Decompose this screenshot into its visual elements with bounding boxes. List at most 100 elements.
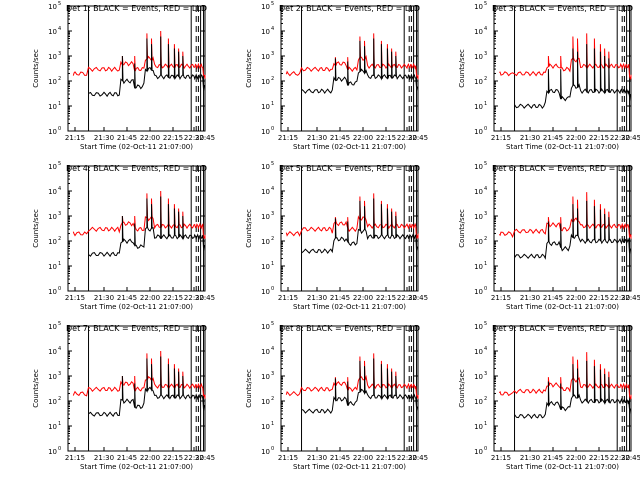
x-tick-label: 22:45 xyxy=(408,454,428,462)
y-tick-exponent: 5 xyxy=(484,321,487,327)
y-tick-label: 10 xyxy=(474,323,483,331)
y-tick-exponent: 2 xyxy=(484,396,487,402)
series-black-tail xyxy=(629,408,632,415)
series-red-line xyxy=(72,350,206,399)
axes-frame xyxy=(67,5,206,132)
x-tick-label: 22:45 xyxy=(195,454,215,462)
y-tick-label: 10 xyxy=(474,163,483,171)
x-tick-label: 22:15 xyxy=(163,134,183,142)
y-tick-label: 10 xyxy=(474,373,483,381)
series-black-line xyxy=(88,36,204,98)
y-tick-label: 10 xyxy=(48,103,57,111)
y-tick-label: 10 xyxy=(48,53,57,61)
y-tick-label: 10 xyxy=(474,3,483,11)
y-axis-label: Counts/sec xyxy=(245,49,253,88)
x-tick-label: 22:00 xyxy=(353,134,373,142)
y-tick-label: 10 xyxy=(261,398,270,406)
x-tick-label: 21:30 xyxy=(307,134,327,142)
y-tick-exponent: 3 xyxy=(484,211,487,217)
x-tick-label: 21:45 xyxy=(330,454,350,462)
x-tick-label: 22:00 xyxy=(353,294,373,302)
x-tick-label: 22:30 xyxy=(184,294,204,302)
y-tick-label: 10 xyxy=(261,28,270,36)
y-tick-label: 10 xyxy=(474,288,483,296)
y-tick-label: 10 xyxy=(48,398,57,406)
y-tick-label: 10 xyxy=(261,348,270,356)
y-tick-label: 10 xyxy=(261,263,270,271)
series-black-tail xyxy=(629,248,632,255)
y-axis-label: Counts/sec xyxy=(245,369,253,408)
x-tick-label: 22:00 xyxy=(566,134,586,142)
series-black-tail xyxy=(203,84,206,91)
series-black-line xyxy=(301,198,417,255)
y-tick-label: 10 xyxy=(48,78,57,86)
y-tick-exponent: 2 xyxy=(484,76,487,82)
x-tick-label: 22:45 xyxy=(195,134,215,142)
y-tick-exponent: 5 xyxy=(58,321,61,327)
y-axis-label: Counts/sec xyxy=(245,209,253,248)
y-tick-exponent: 5 xyxy=(58,161,61,167)
x-tick-label: 21:45 xyxy=(117,454,137,462)
x-tick-label: 22:45 xyxy=(408,294,428,302)
y-axis-label: Counts/sec xyxy=(32,49,40,88)
y-tick-label: 10 xyxy=(261,423,270,431)
x-tick-label: 22:00 xyxy=(566,294,586,302)
y-tick-exponent: 4 xyxy=(271,346,274,352)
y-tick-label: 10 xyxy=(474,53,483,61)
x-tick-label: 21:45 xyxy=(543,134,563,142)
x-tick-label: 22:30 xyxy=(184,454,204,462)
x-axis-label: Start Time (02-Oct-11 21:07:00) xyxy=(293,463,406,471)
series-red-line xyxy=(499,33,632,81)
axes-frame xyxy=(280,5,419,132)
panel-title: Det 8: BLACK = Events, RED = LLD xyxy=(279,324,420,333)
y-tick-label: 10 xyxy=(261,323,270,331)
x-tick-label: 22:00 xyxy=(140,134,160,142)
y-tick-label: 10 xyxy=(48,213,57,221)
y-tick-exponent: 0 xyxy=(58,126,61,132)
y-tick-exponent: 2 xyxy=(58,236,61,242)
y-tick-exponent: 3 xyxy=(58,51,61,57)
y-tick-exponent: 4 xyxy=(58,26,61,32)
x-tick-label: 22:15 xyxy=(589,134,609,142)
y-tick-exponent: 0 xyxy=(58,446,61,452)
series-red-line xyxy=(285,33,419,80)
series-red-line xyxy=(72,30,206,79)
y-tick-label: 10 xyxy=(474,348,483,356)
x-tick-label: 21:15 xyxy=(65,454,85,462)
y-tick-exponent: 5 xyxy=(271,321,274,327)
x-tick-label: 22:00 xyxy=(353,454,373,462)
x-tick-label: 21:15 xyxy=(491,454,511,462)
series-black-tail xyxy=(203,244,206,251)
x-tick-label: 22:30 xyxy=(610,454,630,462)
y-tick-label: 10 xyxy=(48,28,57,36)
x-tick-label: 22:30 xyxy=(184,134,204,142)
x-tick-label: 22:15 xyxy=(163,454,183,462)
x-tick-label: 22:00 xyxy=(140,294,160,302)
y-tick-exponent: 1 xyxy=(484,261,487,267)
y-axis-label: Counts/sec xyxy=(458,209,466,248)
y-tick-exponent: 4 xyxy=(484,186,487,192)
x-tick-label: 21:30 xyxy=(520,294,540,302)
x-tick-label: 22:15 xyxy=(376,454,396,462)
y-tick-label: 10 xyxy=(261,188,270,196)
x-tick-label: 21:45 xyxy=(330,294,350,302)
x-tick-label: 21:15 xyxy=(65,294,85,302)
series-black-line xyxy=(88,196,204,258)
axes-frame xyxy=(280,165,419,292)
y-tick-exponent: 5 xyxy=(58,1,61,7)
x-tick-label: 21:30 xyxy=(94,454,114,462)
panel-title: Det 7: BLACK = Events, RED = LLD xyxy=(66,324,207,333)
y-tick-exponent: 3 xyxy=(271,371,274,377)
y-tick-label: 10 xyxy=(474,213,483,221)
y-tick-label: 10 xyxy=(261,103,270,111)
y-tick-label: 10 xyxy=(48,373,57,381)
y-tick-exponent: 1 xyxy=(271,421,274,427)
series-black-line xyxy=(514,200,630,260)
x-axis-label: Start Time (02-Oct-11 21:07:00) xyxy=(80,303,193,311)
x-tick-label: 21:45 xyxy=(330,134,350,142)
y-tick-label: 10 xyxy=(48,238,57,246)
